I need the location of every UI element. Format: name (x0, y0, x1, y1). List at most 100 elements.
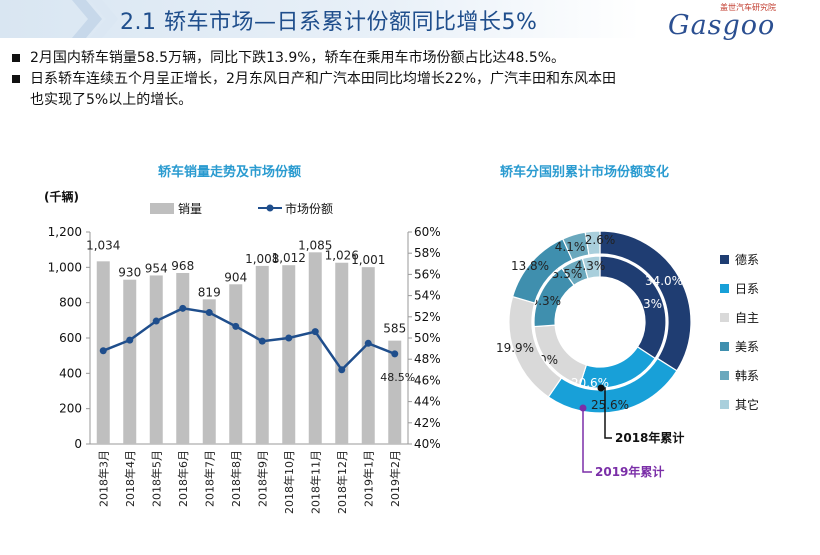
y2-tick-label: 54% (414, 289, 441, 303)
y-tick-label: 600 (59, 331, 82, 345)
legend-label: 德系 (735, 252, 759, 267)
x-tick-label: 2018年5月 (149, 450, 163, 507)
donut-value-label: 25.6% (591, 398, 629, 412)
bar-sales (123, 279, 137, 444)
legend-swatch (720, 255, 729, 264)
slide-header: 2.1 轿车市场—日系累计份额同比增长5% 盖世汽车研究院 Gasgoo (0, 0, 820, 42)
bar-sales (282, 265, 296, 444)
bar-value-label: 585 (383, 322, 406, 336)
bar-value-label: 968 (171, 259, 194, 273)
x-tick-label: 2018年7月 (202, 450, 216, 507)
donut-value-label: 34.3% (624, 297, 662, 311)
x-tick-label: 2018年6月 (176, 450, 190, 507)
bullet-item-continuation: 也实现了5%以上的增长。 (30, 92, 193, 108)
bullet-list: 2月国内轿车销量58.5万辆，同比下跌13.9%，轿车在乘用车市场份额占比达48… (10, 48, 810, 111)
x-tick-label: 2018年11月 (308, 450, 322, 514)
y-tick-label: 1,200 (48, 225, 82, 239)
annotation-leader-2019 (582, 408, 592, 473)
bar-value-label: 1,034 (86, 238, 120, 252)
legend-label: 自主 (735, 311, 759, 325)
y2-tick-label: 42% (414, 416, 441, 430)
donut-value-label: 19.9% (496, 341, 534, 355)
header-chevron-icon (72, 0, 118, 38)
x-tick-label: 2018年9月 (255, 450, 269, 507)
bar-chart-title: 轿车销量走势及市场份额 (158, 165, 302, 180)
donut-value-label: 2.6% (585, 233, 616, 247)
y2-tick-label: 52% (414, 310, 441, 324)
y2-tick-label: 50% (414, 331, 441, 345)
x-tick-label: 2018年3月 (96, 450, 110, 507)
gasgoo-logo: 盖世汽车研究院 Gasgoo (660, 2, 815, 41)
bar-value-label: 904 (224, 270, 247, 284)
line-point (205, 309, 213, 317)
y-tick-label: 200 (59, 402, 82, 416)
line-point (258, 337, 266, 345)
donut-slice-outer (584, 230, 601, 256)
bar-sales (335, 262, 349, 444)
legend-swatch (720, 284, 729, 293)
line-point (232, 322, 240, 330)
line-point (391, 350, 399, 358)
bar-sales (255, 265, 269, 444)
bar-value-label: 1,085 (298, 238, 332, 252)
legend-swatch (720, 400, 729, 409)
bar-value-label: 1,012 (272, 251, 306, 265)
bar-sales (176, 272, 190, 444)
line-point (311, 328, 319, 336)
line-point (152, 317, 160, 325)
donut-chart-title: 轿车分国别累计市场份额变化 (500, 165, 670, 180)
x-tick-label: 2018年12月 (335, 450, 349, 514)
bar-line-chart: (千辆) 销量 市场份额 0 200 400 600 800 1,000 1,200 40% 42% 4… (44, 189, 441, 514)
legend-label: 美系 (735, 340, 759, 354)
line-value-label: 48.5% (380, 371, 415, 384)
series-line-share (102, 307, 396, 372)
bar-sales (361, 267, 375, 444)
line-point (126, 336, 134, 344)
y-axis-unit-label: (千辆) (44, 189, 79, 204)
annotation-label-2018: 2018年累计 (615, 430, 684, 445)
donut-value-label: 5.5% (552, 267, 583, 281)
donut-value-label: 4.3% (575, 259, 606, 273)
x-tick-label: 2018年8月 (229, 450, 243, 507)
x-tick-label: 2019年1月 (361, 450, 375, 507)
y-tick-label: 800 (59, 296, 82, 310)
legend-label: 日系 (735, 282, 759, 296)
donut-value-label: 4.1% (555, 240, 586, 254)
bar-sales (388, 340, 402, 444)
bar-value-label: 819 (198, 285, 221, 299)
chart-legend: 销量 市场份额 (150, 201, 333, 216)
bar-value-label: 1,008 (245, 252, 279, 266)
line-point (99, 347, 107, 355)
y-tick-label: 0 (74, 437, 82, 451)
x-tick-label: 2019年2月 (388, 450, 402, 507)
y-tick-label: 400 (59, 366, 82, 380)
x-tick-label: 2018年10月 (282, 450, 296, 514)
y2-tick-label: 56% (414, 267, 441, 281)
y2-tick-label: 58% (414, 246, 441, 260)
y2-tick-label: 44% (414, 395, 441, 409)
bar-sales (202, 299, 216, 444)
bar-sales (308, 252, 322, 444)
y2-tick-label: 46% (414, 373, 441, 387)
legend-bar-swatch (150, 203, 174, 214)
donut-slice-inner (581, 255, 601, 280)
donut-value-label: 34.0% (645, 274, 683, 288)
y2-tick-label: 40% (414, 437, 441, 451)
legend-swatch (720, 342, 729, 351)
line-point (338, 366, 346, 374)
bar-value-label: 1,026 (325, 249, 359, 263)
legend-line-label: 市场份额 (285, 201, 333, 216)
bar-sales (229, 284, 243, 444)
legend-bar-label: 销量 (178, 202, 202, 216)
bar-value-label: 954 (145, 261, 168, 275)
donut-value-label: 13.8% (511, 259, 549, 273)
donut-chart: 34.3%20.6%19.0%16.3%5.5%4.3%34.0%25.6%19… (496, 230, 759, 479)
logo-subtitle: 盖世汽车研究院 (720, 3, 776, 12)
legend-swatch (720, 313, 729, 322)
x-tick-label: 2018年4月 (123, 450, 137, 507)
page-title: 2.1 轿车市场—日系累计份额同比增长5% (120, 10, 538, 35)
annotation-leader-2018 (601, 387, 612, 439)
bar-value-label: 930 (118, 266, 141, 280)
y-tick-label: 1,000 (48, 260, 82, 274)
line-point (285, 334, 293, 342)
